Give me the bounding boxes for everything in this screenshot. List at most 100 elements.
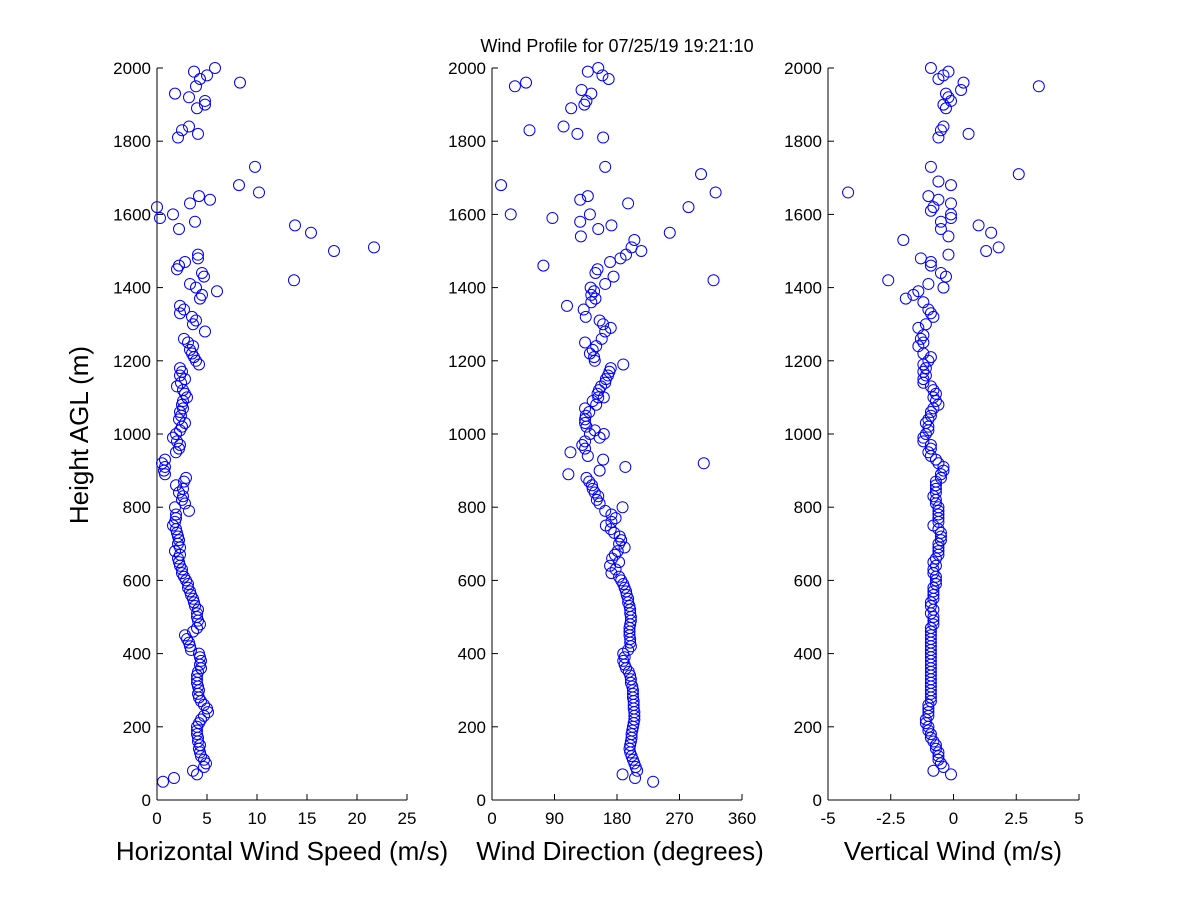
vertical-data-point [957, 76, 970, 89]
vertical-data-point [919, 362, 932, 375]
vertical-data-point [919, 428, 932, 440]
vertical-data-point [917, 336, 930, 349]
vertical-y-tick-label: 600 [794, 571, 822, 590]
speed-data-point [183, 504, 195, 517]
vertical-data-point [927, 581, 940, 594]
vertical-data-point [927, 556, 940, 569]
direction-data-point [495, 179, 508, 192]
speed-data-point [170, 508, 182, 521]
vertical-data-point [919, 417, 932, 430]
speed-data-point [174, 406, 186, 419]
vertical-data-point [919, 717, 932, 730]
direction-data-point [579, 417, 592, 430]
vertical-xlabel: Vertical Wind (m/s) [844, 836, 1062, 866]
direction-data-point [585, 288, 598, 301]
figure-title: Wind Profile for 07/25/19 19:21:10 [480, 36, 753, 56]
direction-data-point [616, 768, 629, 781]
vertical-data-point [924, 728, 937, 741]
vertical-data-point [922, 724, 935, 737]
vertical-data-point [922, 190, 935, 203]
vertical-data-point [929, 482, 942, 495]
vertical-data-point [919, 713, 932, 726]
vertical-x-tick-label: 2.5 [1004, 809, 1028, 828]
speed-x-tick-label: 25 [398, 809, 417, 828]
direction-data-point [581, 190, 594, 203]
speed-data-point [234, 76, 246, 89]
vertical-y-tick-label: 400 [794, 645, 822, 664]
speed-data-point [173, 442, 185, 455]
speed-data-point [188, 65, 200, 78]
direction-data-point [697, 457, 710, 470]
speed-data-point [289, 219, 301, 232]
direction-data-point [579, 442, 592, 455]
speed-y-tick-label: 1000 [113, 425, 151, 444]
direction-data-point [577, 303, 590, 316]
vertical-data-point [932, 545, 945, 558]
speed-data-point [173, 223, 185, 236]
direction-data-point [628, 234, 641, 247]
vertical-points [842, 62, 1045, 781]
speed-data-point [183, 120, 195, 133]
vertical-data-point [929, 552, 942, 565]
vertical-data-point [912, 321, 925, 334]
direction-data-point [599, 504, 612, 517]
direction-x-tick-label: 360 [728, 809, 756, 828]
vertical-data-point [929, 395, 942, 408]
vertical-data-point [924, 438, 937, 451]
speed-x-tick-label: 20 [348, 809, 367, 828]
vertical-data-point [922, 303, 935, 316]
speed-data-point [179, 417, 191, 430]
direction-data-point [647, 775, 660, 788]
speed-data-point [192, 127, 204, 140]
speed-data-point [179, 629, 191, 642]
direction-data-point [604, 255, 617, 268]
vertical-y-tick-label: 200 [794, 718, 822, 737]
speed-data-point [157, 775, 169, 788]
direction-x-tick-label: 90 [545, 809, 564, 828]
vertical-data-point [934, 530, 947, 543]
vertical-x-tick-label: -2.5 [876, 809, 905, 828]
vertical-data-point [917, 373, 930, 386]
direction-xlabel: Wind Direction (degrees) [476, 836, 764, 866]
vertical-data-point [955, 83, 968, 96]
direction-data-point [593, 497, 606, 510]
speed-data-point [169, 87, 181, 100]
speed-data-point [211, 285, 223, 298]
speed-data-point [172, 131, 184, 144]
vertical-data-point [942, 65, 955, 78]
speed-data-point [195, 750, 207, 763]
direction-data-point [695, 168, 708, 181]
speed-data-point [177, 490, 189, 503]
direction-y-tick-label: 1400 [448, 279, 486, 298]
direction-data-point [574, 193, 587, 206]
direction-y-tick-label: 1200 [448, 352, 486, 371]
direction-points [495, 62, 722, 788]
vertical-data-point [942, 91, 955, 104]
direction-data-point [605, 219, 618, 232]
direction-data-point [597, 318, 610, 331]
direction-data-point [605, 567, 618, 580]
direction-data-point [617, 358, 630, 371]
direction-data-point [597, 453, 610, 466]
vertical-data-point [924, 409, 937, 422]
direction-data-point [588, 424, 601, 437]
direction-data-point [609, 512, 622, 525]
vertical-data-point [922, 702, 935, 715]
speed-data-point [174, 299, 186, 312]
direction-data-point [589, 292, 602, 305]
speed-data-point [191, 724, 203, 737]
vertical-data-point [972, 219, 985, 232]
vertical-y-tick-label: 2000 [784, 59, 822, 78]
direction-data-point [504, 208, 517, 221]
speed-data-point [177, 482, 189, 495]
direction-data-point [602, 72, 615, 85]
direction-data-point [620, 589, 633, 602]
vertical-data-point [924, 351, 937, 364]
speed-data-point [176, 567, 188, 580]
vertical-data-point [922, 420, 935, 433]
vertical-data-point [932, 501, 945, 514]
speed-data-point [176, 420, 188, 433]
direction-data-point [608, 526, 621, 539]
speed-data-point [174, 559, 186, 572]
vertical-data-point [924, 204, 937, 217]
